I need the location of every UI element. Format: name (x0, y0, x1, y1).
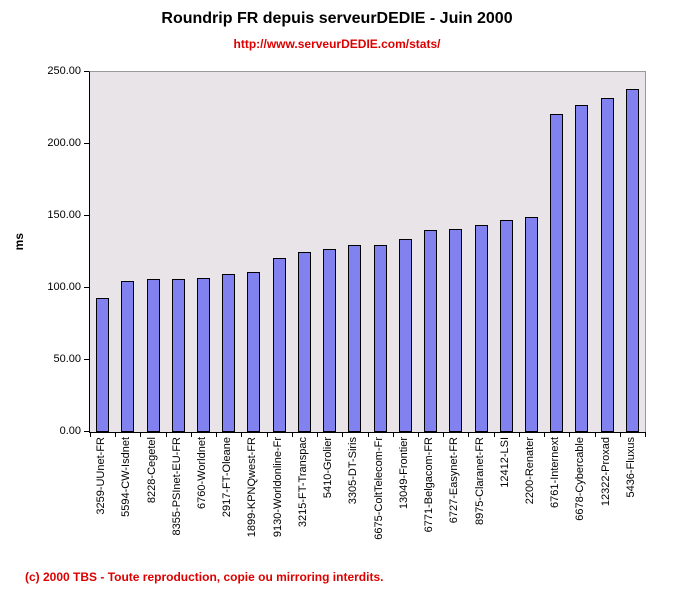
x-axis-category-label: 12322-Proxad (599, 437, 612, 507)
x-axis-tick (291, 432, 293, 437)
x-axis-tick (645, 432, 646, 437)
bar (449, 228, 463, 432)
x-axis-tick (569, 432, 571, 437)
bar (121, 280, 135, 432)
x-axis-category-label: 3215-FT-Transpac (296, 437, 309, 528)
bar (197, 277, 211, 432)
bar (550, 113, 564, 432)
bar (524, 217, 538, 432)
y-axis-tick (84, 431, 90, 432)
bar (499, 220, 513, 432)
bar (575, 105, 589, 432)
x-axis-category-label: 6771-Belgacom-FR (423, 437, 436, 533)
x-axis-tick (190, 432, 192, 437)
x-axis-category-label: 6727-Easynet-FR (448, 437, 461, 524)
y-axis-tick-label: 100.00 (47, 281, 81, 293)
chart-plot-area (89, 71, 646, 437)
y-axis-tick-label: 200.00 (47, 137, 81, 149)
x-axis-category-label: 6761-Internext (549, 437, 562, 508)
x-axis-tick (594, 432, 596, 437)
x-axis-category-label: 9130-Worldonline-Fr (271, 437, 284, 538)
y-axis-tick (84, 359, 90, 360)
x-axis-tick (317, 432, 319, 437)
x-axis-tick (443, 432, 445, 437)
x-axis-category-label: 2917-FT-Oleane (221, 437, 234, 518)
x-axis-category-label: 5410-Grolier (322, 437, 335, 499)
x-axis-tick (493, 432, 495, 437)
x-axis-category-label: 6675-ColtTelecom-Fr (372, 437, 385, 540)
x-axis-category-label: 8355-PSInet-EU-FR (170, 437, 183, 536)
bar (373, 244, 387, 432)
x-axis-category-label: 5436-Fluxus (624, 437, 637, 498)
x-axis-tick (392, 432, 394, 437)
x-axis-category-label: 12412-LSI (498, 437, 511, 488)
y-axis-tick-label: 50.00 (53, 353, 81, 365)
x-axis-category-label: 8975-Claranet-FR (473, 437, 486, 526)
x-axis-tick (140, 432, 142, 437)
bar (474, 224, 488, 432)
y-axis-tick (84, 143, 90, 144)
x-axis-category-label: 1899-KPNQwest-FR (246, 437, 259, 538)
bar (247, 272, 261, 432)
y-axis-tick (84, 287, 90, 288)
x-axis-labels: 3259-UUnet-FR 5594-CW-Isdnet 8228-Cegetel 8… (89, 437, 644, 562)
bar (398, 239, 412, 432)
x-axis-tick (342, 432, 344, 437)
bar (96, 298, 110, 432)
copyright-note: (c) 2000 TBS - Toute reproduction, copie… (25, 570, 384, 584)
bar (272, 257, 286, 432)
x-axis-category-label: 5594-CW-Isdnet (120, 437, 133, 517)
bar (171, 279, 185, 432)
bar (600, 97, 614, 432)
bar (348, 244, 362, 432)
x-axis-category-label: 3305-DT-Siris (347, 437, 360, 505)
x-axis-category-label: 2200-Renater (523, 437, 536, 505)
chart-title: Roundrip FR depuis serveurDEDIE - Juin 2… (161, 10, 513, 27)
x-axis-tick (619, 432, 621, 437)
y-axis-tick (84, 215, 90, 216)
x-axis-tick (367, 432, 369, 437)
bar (146, 279, 160, 432)
x-axis-tick (216, 432, 218, 437)
y-axis-tick-label: 250.00 (47, 65, 81, 77)
bar (297, 252, 311, 432)
x-axis-tick (518, 432, 520, 437)
x-axis-category-label: 13049-Frontier (397, 437, 410, 510)
bar (323, 249, 337, 432)
bar (222, 273, 236, 432)
x-axis-tick (241, 432, 243, 437)
y-axis-tick-label: 0.00 (59, 425, 81, 437)
x-axis-category-label: 3259-UUnet-FR (95, 437, 108, 515)
x-axis-tick (90, 432, 91, 437)
chart-subtitle-url: http://www.serveurDEDIE.com/stats/ (233, 37, 441, 51)
x-axis-tick (417, 432, 419, 437)
x-axis-category-label: 6678-Cybercable (574, 437, 587, 521)
y-axis-layer: 0.00 50.00 100.00 150.00 200.00 250.00 (0, 65, 95, 437)
x-axis-category-label: 8228-Cegetel (145, 437, 158, 504)
x-axis-category-label: 6760-Worldnet (196, 437, 209, 509)
x-axis-tick (115, 432, 117, 437)
y-axis-tick-label: 150.00 (47, 209, 81, 221)
y-axis-tick (84, 71, 90, 72)
bar (625, 89, 639, 432)
x-axis-tick (165, 432, 167, 437)
x-axis-tick (266, 432, 268, 437)
bar (424, 230, 438, 432)
x-axis-tick (468, 432, 470, 437)
x-axis-tick (544, 432, 546, 437)
